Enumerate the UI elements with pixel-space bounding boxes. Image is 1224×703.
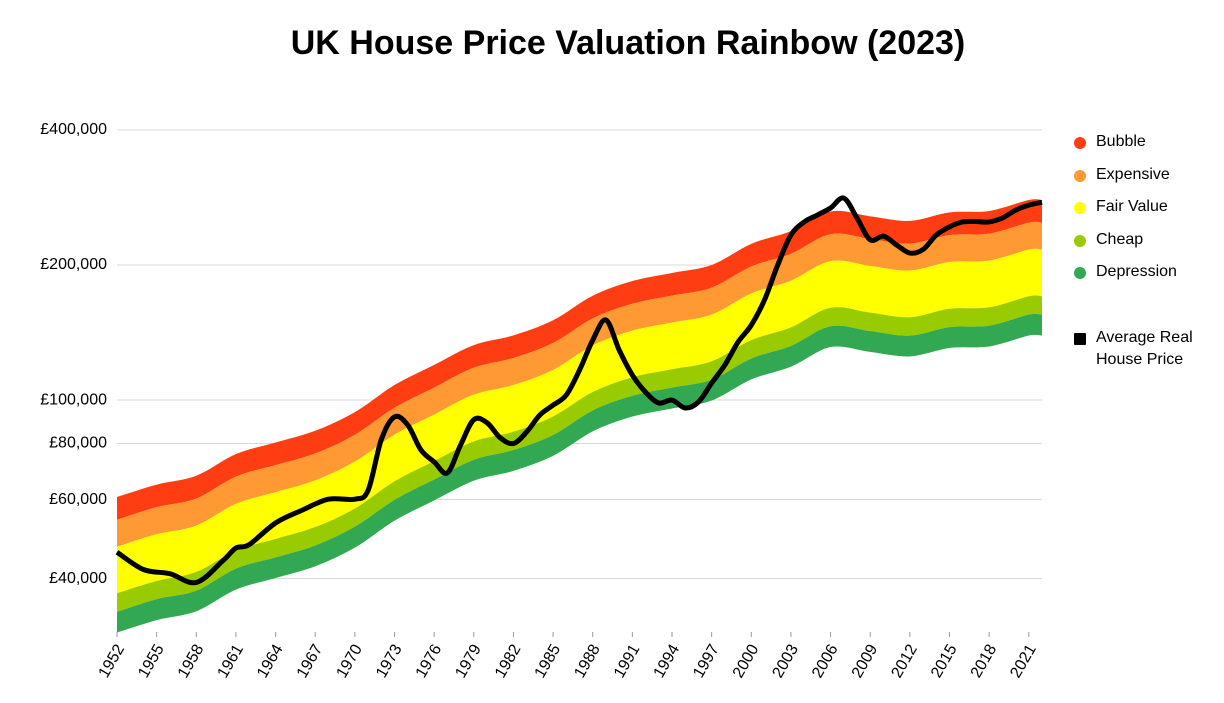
x-tick-label: 2009 — [849, 642, 882, 681]
y-tick-label: £60,000 — [49, 491, 107, 508]
y-tick-label: £80,000 — [49, 435, 107, 452]
x-tick-label: 2000 — [730, 642, 763, 681]
legend-item: Cheap — [1074, 230, 1216, 251]
chart-title: UK House Price Valuation Rainbow (2023) — [291, 24, 966, 62]
band-area — [117, 248, 1042, 594]
x-tick-label: 2021 — [1007, 642, 1040, 681]
legend-label: Bubble — [1096, 133, 1146, 150]
legend-swatch — [1074, 169, 1086, 182]
x-tick-label: 2015 — [928, 642, 961, 681]
band-area — [117, 313, 1042, 632]
x-tick-label: 1979 — [452, 642, 485, 681]
legend-swatch — [1074, 202, 1086, 214]
y-tick-label: £100,000 — [40, 391, 107, 408]
x-tick-label: 1958 — [175, 642, 208, 681]
x-tick-label: 1985 — [532, 642, 565, 681]
legend-item: Average Real House Price — [1074, 329, 1216, 371]
x-tick-label: 1991 — [611, 642, 644, 681]
x-tick-label: 2012 — [888, 642, 921, 681]
x-tick-label: 1961 — [215, 642, 248, 681]
x-tick-label: 1997 — [690, 642, 723, 681]
x-tick-label: 1982 — [492, 642, 525, 681]
legend-item: Bubble — [1074, 133, 1216, 153]
x-tick-label: 1967 — [294, 642, 327, 681]
legend-label: Expensive — [1096, 165, 1170, 183]
y-tick-label: £400,000 — [40, 121, 107, 138]
legend-swatch — [1074, 234, 1086, 247]
x-tick-label: 1994 — [651, 642, 684, 681]
x-tick-label: 1973 — [373, 642, 406, 681]
legend-swatch — [1074, 267, 1086, 279]
y-tick-label: £200,000 — [40, 256, 107, 273]
legend-item: Expensive — [1074, 165, 1216, 186]
legend-item: Fair Value — [1074, 198, 1216, 218]
x-tick-label: 1976 — [413, 642, 446, 681]
x-tick-label: 1964 — [254, 642, 287, 681]
band-area — [117, 199, 1042, 520]
bands — [116, 199, 1043, 633]
x-tick-label: 2006 — [809, 642, 842, 681]
legend-label: Depression — [1096, 263, 1177, 280]
legend-label: Average Real House Price — [1096, 329, 1193, 368]
legend-label: Cheap — [1096, 230, 1144, 248]
x-tick-label: 1952 — [96, 642, 129, 681]
legend-swatch — [1074, 137, 1086, 149]
legend-swatch — [1074, 333, 1086, 345]
x-tick-label: 2018 — [968, 642, 1001, 681]
x-tick-label: 1988 — [571, 642, 604, 681]
price-line — [115, 195, 1043, 586]
band-lower-edge — [116, 333, 1043, 633]
x-tick-label: 1955 — [135, 642, 168, 681]
y-tick-label: £40,000 — [49, 570, 107, 587]
legend-label: Fair Value — [1096, 198, 1168, 215]
x-tick-label: 2003 — [770, 642, 803, 681]
band-area — [117, 295, 1042, 612]
legend-item: Depression — [1074, 263, 1216, 283]
x-tick-label: 1970 — [333, 642, 366, 681]
band-area — [117, 221, 1042, 547]
